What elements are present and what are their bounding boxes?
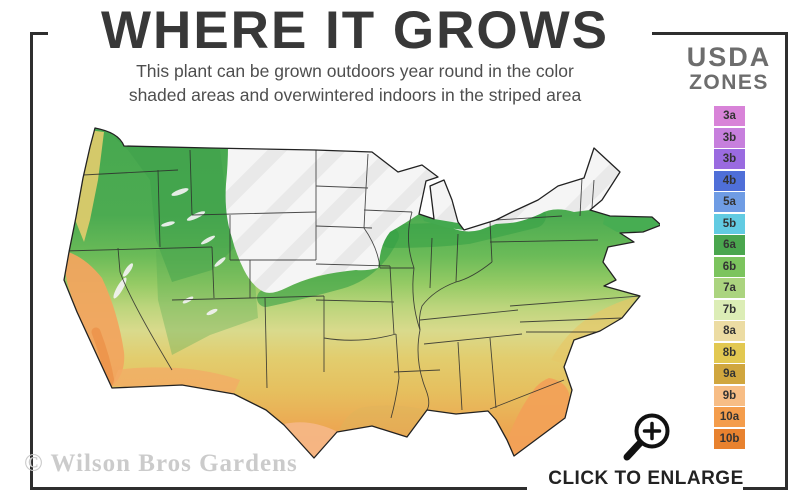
zone-cell-9b: 9b <box>714 385 745 406</box>
zone-cell-7a: 7a <box>714 278 745 298</box>
zone-cell-9a: 9a <box>714 364 745 384</box>
frame-border-bottom-left <box>30 487 527 490</box>
frame-border-top-left <box>30 32 48 35</box>
zone-cell-4b: 4b <box>714 170 745 191</box>
subtitle-line-1: This plant can be grown outdoors year ro… <box>136 61 574 81</box>
watermark: © Wilson Bros Gardens <box>24 450 298 477</box>
frame-border-top-right <box>652 32 788 35</box>
zone-cell-5b: 5b <box>714 213 745 234</box>
zone-cell-6b: 6b <box>714 256 745 277</box>
zone-cell-10b: 10b <box>714 428 745 449</box>
page-title: WHERE IT GROWS <box>101 1 609 60</box>
frame-border-left <box>30 32 33 490</box>
legend-title: USDA ZONES <box>676 44 782 95</box>
zone-cell-7b: 7b <box>714 299 745 320</box>
zone-cell-3a: 3a <box>714 106 745 126</box>
zone-cell-3b: 3b <box>714 149 745 169</box>
legend-title-usda: USDA <box>686 42 772 72</box>
click-to-enlarge-label: CLICK TO ENLARGE <box>548 468 744 489</box>
zone-cell-8a: 8a <box>714 321 745 341</box>
map-color-regions <box>64 128 660 458</box>
zone-cell-10a: 10a <box>714 407 745 427</box>
state-borders <box>64 149 641 419</box>
zone-cell-8b: 8b <box>714 342 745 363</box>
subtitle: This plant can be grown outdoors year ro… <box>129 60 581 107</box>
frame-border-bottom-right <box>743 487 788 490</box>
us-map-illustration <box>63 127 662 459</box>
zoom-in-icon <box>623 413 670 461</box>
zone-cell-5a: 5a <box>714 192 745 212</box>
zone-cell-3b: 3b <box>714 127 745 148</box>
click-to-enlarge-button[interactable]: CLICK TO ENLARGE <box>540 408 752 490</box>
frame-border-right <box>785 32 788 490</box>
zone-cell-6a: 6a <box>714 235 745 255</box>
striped-area <box>225 146 620 293</box>
subtitle-line-2: shaded areas and overwintered indoors in… <box>128 84 582 105</box>
us-zones-map <box>60 120 662 460</box>
legend-title-zones: ZONES <box>689 71 769 94</box>
usda-zones-list: 3a 3b 3b 4b 5a 5b 6a 6b 7a 7b 8a 8b 9a 9b 10a 10b <box>714 106 745 450</box>
